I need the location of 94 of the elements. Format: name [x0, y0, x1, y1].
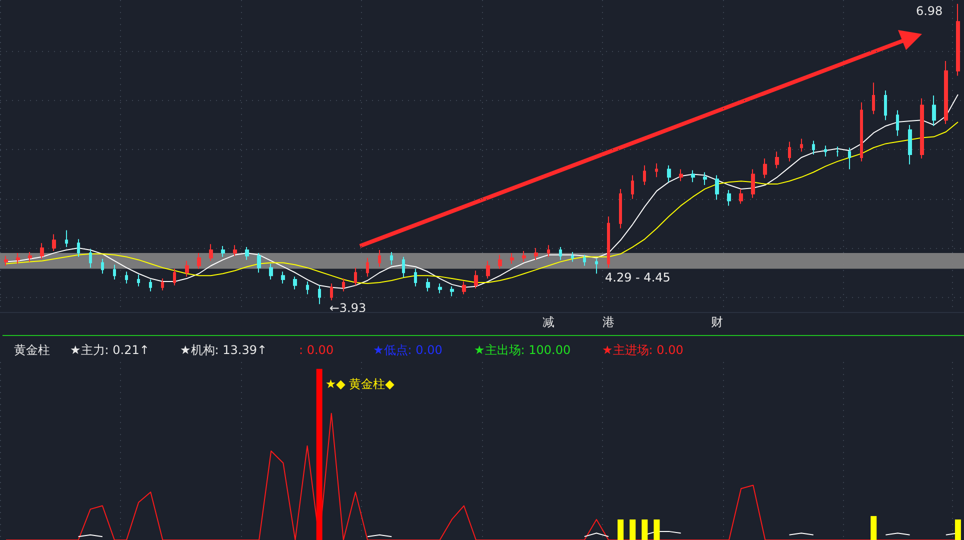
candlestick: [559, 246, 562, 260]
candlestick: [269, 263, 273, 280]
candlestick: [788, 141, 791, 162]
candlestick: [595, 258, 598, 274]
candlestick: [848, 147, 851, 170]
candlestick: [450, 286, 454, 297]
candlestick: [426, 278, 430, 292]
candlestick: [655, 162, 658, 178]
candlestick: [125, 271, 128, 284]
candlestick: [245, 246, 249, 260]
text: ★低点: 0.00: [373, 343, 442, 357]
candlestick: [872, 82, 875, 115]
candlestick: [812, 140, 815, 156]
candlestick: [197, 252, 201, 270]
candlestick: [667, 164, 671, 183]
candlestick: [402, 256, 405, 278]
candlestick: [715, 174, 719, 200]
candlestick: [52, 234, 56, 252]
candlestick: [474, 270, 478, 289]
candlestick: [775, 151, 779, 169]
text: ★主进场: 0.00: [602, 343, 684, 357]
candlestick: [28, 251, 32, 262]
candlestick: [40, 242, 44, 260]
band-label: 4.29 - 4.45: [605, 270, 670, 285]
x-tick-label: 港: [602, 315, 615, 329]
candlestick: [354, 267, 357, 286]
candlestick: [571, 251, 574, 262]
candlestick: [534, 248, 538, 260]
candlestick: [631, 174, 634, 200]
candlestick: [390, 251, 393, 266]
candlestick: [944, 60, 948, 125]
candlestick: [763, 158, 767, 179]
candlestick: [185, 260, 189, 278]
candlestick: [173, 268, 176, 286]
candlestick: [65, 230, 68, 248]
candlestick: [884, 90, 887, 121]
candlestick: [16, 252, 20, 264]
candlestick: [486, 260, 490, 280]
candlestick: [281, 271, 285, 284]
candlestick: [293, 276, 297, 290]
x-tick-label: 减: [542, 315, 554, 329]
candlestick: [836, 146, 839, 157]
candlestick: [77, 238, 80, 258]
candlestick: [896, 110, 899, 136]
candlestick: [438, 282, 442, 294]
candlestick: [619, 188, 622, 229]
candlestick: [751, 168, 755, 198]
candlestick: [257, 252, 261, 274]
candlestick: [149, 279, 152, 292]
candlestick: [318, 284, 321, 305]
text: : 0.00: [299, 343, 334, 357]
x-tick-label: 财: [710, 315, 723, 329]
annotation: ←3.93: [329, 301, 366, 316]
candlestick: [800, 138, 803, 152]
candlestick: [691, 170, 695, 183]
candlestick: [727, 189, 731, 206]
candlestick: [342, 278, 345, 292]
candlestick: [643, 164, 646, 186]
candlestick: [583, 254, 586, 266]
candlestick: [221, 246, 225, 258]
candlestick: [4, 255, 8, 266]
candlestick: [101, 258, 104, 274]
candlestick: [824, 145, 827, 157]
candlestick: [932, 94, 936, 126]
candlestick: [414, 268, 417, 287]
candlestick: [510, 252, 514, 264]
candlestick: [547, 244, 550, 258]
candlestick: [209, 244, 213, 262]
candlestick: [908, 124, 912, 165]
candlestick: [137, 274, 140, 287]
candlestick: [703, 172, 707, 186]
candlestick: [607, 216, 610, 268]
candlestick: [860, 102, 863, 162]
candlestick: [739, 188, 743, 204]
annotation: ★◆ 黄金柱◆: [325, 376, 396, 391]
candlestick: [89, 248, 92, 268]
text: ★机构: 13.39↑: [180, 343, 268, 357]
candlestick: [330, 282, 333, 301]
candlestick: [378, 249, 381, 268]
candlestick: [233, 244, 237, 256]
candlestick: [956, 3, 960, 76]
candlestick: [920, 98, 924, 159]
candlestick: [498, 254, 502, 270]
candlestick: [462, 280, 466, 295]
chart-title: 黄金柱: [14, 343, 50, 357]
text: ★主出场: 100.00: [474, 343, 571, 357]
candlestick: [113, 264, 116, 280]
text: ★主力: 0.21↑: [70, 343, 150, 357]
annotation: 6.98: [916, 4, 943, 18]
candlestick: [522, 250, 526, 262]
candlestick: [161, 278, 164, 291]
candlestick: [679, 168, 683, 182]
candlestick: [366, 257, 369, 278]
candlestick: [306, 280, 309, 295]
